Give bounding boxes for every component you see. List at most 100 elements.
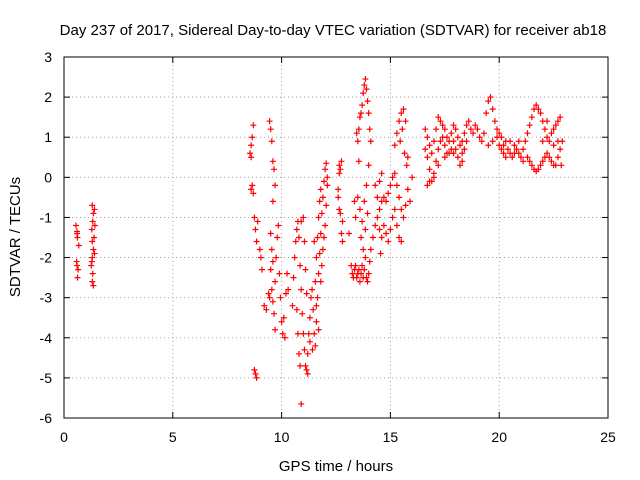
data-point <box>546 138 553 145</box>
data-point <box>454 154 461 161</box>
data-point <box>441 126 448 133</box>
data-point <box>557 146 564 153</box>
data-point <box>313 318 320 325</box>
data-point <box>507 138 514 145</box>
data-point <box>376 178 383 185</box>
data-point <box>498 146 505 153</box>
data-point <box>89 270 96 277</box>
data-point <box>513 146 520 153</box>
data-point <box>387 182 394 189</box>
data-point <box>297 262 304 269</box>
data-point <box>372 182 379 189</box>
data-point <box>554 118 561 125</box>
data-point <box>74 274 81 281</box>
data-point <box>265 290 272 297</box>
data-point <box>292 238 299 245</box>
data-point <box>306 314 313 321</box>
data-point <box>323 202 330 209</box>
data-point <box>72 222 79 229</box>
data-point <box>302 266 309 273</box>
data-point <box>426 166 433 173</box>
data-point <box>409 174 416 181</box>
data-point <box>91 222 98 229</box>
data-point <box>535 166 542 173</box>
data-point <box>317 230 324 237</box>
data-point <box>317 278 324 285</box>
data-point <box>389 174 396 181</box>
data-point <box>502 154 509 161</box>
data-point <box>339 238 346 245</box>
data-point <box>324 174 331 181</box>
data-point <box>275 222 282 229</box>
data-point <box>88 226 95 233</box>
data-points <box>72 76 566 407</box>
data-point <box>293 306 300 313</box>
data-point <box>259 266 266 273</box>
data-point <box>249 182 256 189</box>
data-point <box>267 126 274 133</box>
data-point <box>396 118 403 125</box>
x-tick-labels: 0 5 10 15 20 25 <box>60 429 616 445</box>
data-point <box>380 222 387 229</box>
data-point <box>89 278 96 285</box>
data-point <box>496 130 503 137</box>
data-point <box>337 166 344 173</box>
data-point <box>397 138 404 145</box>
data-point <box>435 114 442 121</box>
data-point <box>272 182 279 189</box>
data-point <box>248 142 255 149</box>
data-point <box>88 258 95 265</box>
data-point <box>90 246 97 253</box>
data-point <box>270 166 277 173</box>
data-point <box>277 294 284 301</box>
data-point <box>322 222 329 229</box>
data-point <box>75 242 82 249</box>
data-point <box>424 154 431 161</box>
data-point <box>404 186 411 193</box>
y-tick-label: -2 <box>40 250 53 266</box>
data-point <box>250 122 257 129</box>
data-point <box>337 210 344 217</box>
data-point <box>362 254 369 261</box>
data-point <box>524 154 531 161</box>
data-point <box>374 214 381 221</box>
data-point <box>361 198 368 205</box>
data-point <box>355 266 362 273</box>
y-tick-labels: -6 -5 -4 -3 -2 -1 0 1 2 3 <box>40 49 53 426</box>
data-point <box>256 246 263 253</box>
data-point <box>398 238 405 245</box>
data-point <box>528 162 535 169</box>
data-point <box>297 362 304 369</box>
data-point <box>279 330 286 337</box>
data-point <box>489 138 496 145</box>
data-point <box>358 234 365 241</box>
data-point <box>459 150 466 157</box>
data-point <box>361 82 368 89</box>
data-point <box>435 146 442 153</box>
y-tick-label: -3 <box>40 290 53 306</box>
data-point <box>452 126 459 133</box>
data-point <box>261 302 268 309</box>
data-point <box>377 250 384 257</box>
data-point <box>554 138 561 145</box>
data-point <box>380 194 387 201</box>
data-point <box>491 118 498 125</box>
data-point <box>369 234 376 241</box>
data-point <box>450 122 457 129</box>
data-point <box>263 306 270 313</box>
data-point <box>403 162 410 169</box>
data-point <box>480 130 487 137</box>
data-point <box>336 162 343 169</box>
data-point <box>253 238 260 245</box>
chart-title: Day 237 of 2017, Sidereal Day-to-day VTE… <box>60 22 607 39</box>
data-point <box>474 126 481 133</box>
data-point <box>253 374 260 381</box>
data-point <box>550 142 557 149</box>
data-point <box>306 338 313 345</box>
data-point <box>351 198 358 205</box>
data-point <box>450 138 457 145</box>
data-point <box>364 210 371 217</box>
data-point <box>360 90 367 97</box>
data-point <box>282 290 289 297</box>
data-point <box>257 254 264 261</box>
